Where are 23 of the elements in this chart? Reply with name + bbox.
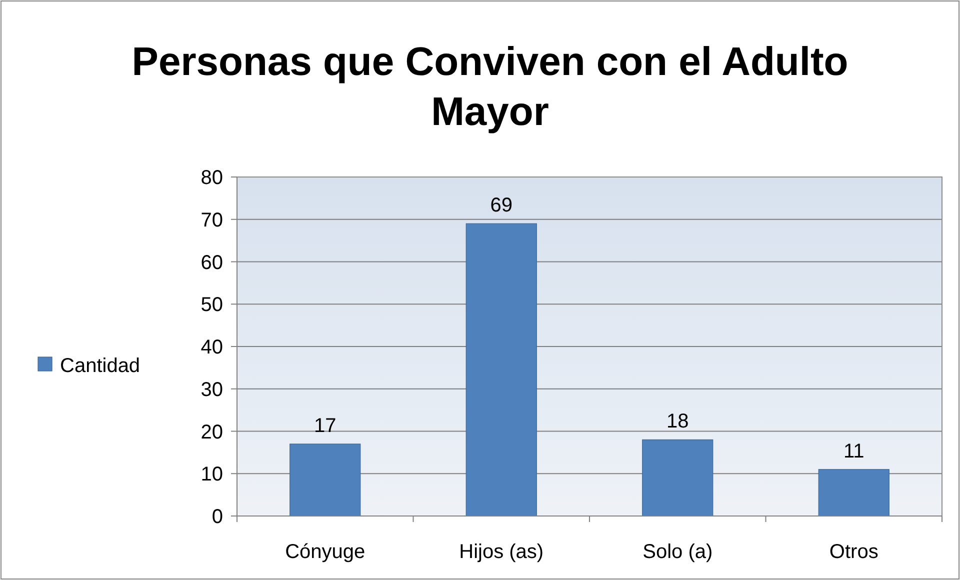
y-tick-label: 50	[200, 294, 223, 316]
y-tick-label: 20	[200, 421, 223, 444]
chart-title: Personas que Conviven con el Adulto Mayor	[132, 40, 848, 134]
bar	[466, 223, 537, 516]
y-tick-label: 70	[200, 209, 223, 232]
y-tick-label: 40	[200, 336, 223, 358]
data-label: 17	[314, 414, 336, 437]
x-tick-label: Otros	[829, 541, 878, 563]
data-label: 11	[843, 440, 864, 462]
data-label: 69	[490, 194, 512, 217]
y-tick-label: 10	[200, 464, 223, 486]
bar	[642, 439, 714, 516]
x-tick-label: Hijos (as)	[459, 541, 544, 563]
y-tick-label: 30	[200, 378, 223, 401]
bar	[290, 444, 361, 516]
y-tick-label: 80	[200, 167, 223, 189]
legend-label: Cantidad	[60, 355, 140, 377]
x-tick-label: Cónyuge	[285, 541, 366, 563]
data-label: 18	[666, 410, 689, 433]
y-tick-label: 60	[200, 252, 223, 274]
x-tick-label: Solo (a)	[642, 541, 713, 563]
y-tick-label: 0	[212, 506, 223, 528]
bar	[818, 469, 890, 516]
